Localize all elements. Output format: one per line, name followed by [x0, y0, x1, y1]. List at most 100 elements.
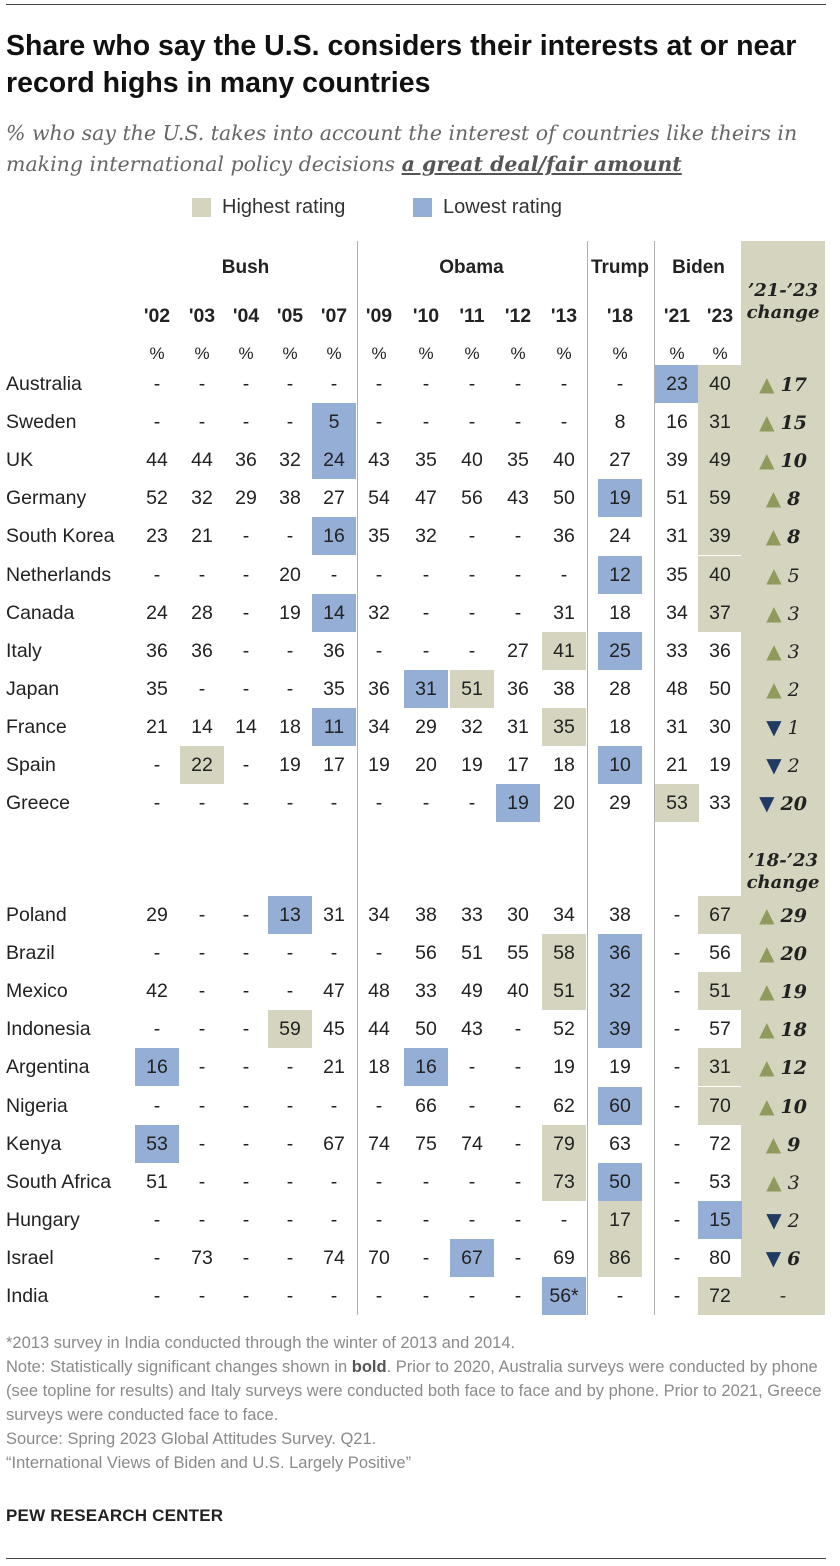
country-label: UK: [6, 449, 34, 472]
value-cell: -: [286, 411, 294, 434]
value-cell: 21: [666, 754, 688, 776]
value-cell: -: [330, 1094, 338, 1117]
value-cell: -: [468, 792, 476, 815]
value-cell: 18: [279, 715, 301, 738]
value-cell: -: [153, 754, 161, 776]
value-cell: -: [422, 792, 430, 815]
value-cell: -: [286, 1246, 294, 1269]
value-cell: -: [286, 677, 294, 700]
change-cell: ▲ 9: [741, 1125, 825, 1163]
value-cell: 38: [609, 904, 631, 926]
value-cell: 67: [698, 896, 742, 934]
value-cell: -: [468, 525, 476, 548]
value-cell: 19: [598, 479, 642, 518]
note-bold: bold: [351, 1358, 387, 1376]
value-cell: -: [422, 1208, 430, 1231]
value-cell: 36: [368, 677, 390, 700]
value-cell: -: [198, 373, 206, 395]
value-cell: -: [375, 1094, 383, 1117]
value-cell: -: [153, 563, 161, 586]
value-cell: -: [242, 639, 250, 662]
value-cell: 16: [135, 1048, 179, 1087]
value-cell: 31: [698, 403, 742, 442]
triangle-up-icon: ▲: [759, 979, 775, 1004]
value-cell: -: [468, 373, 476, 395]
value-cell: -: [198, 1094, 206, 1117]
value-cell: -: [673, 1132, 681, 1155]
value-cell: -: [153, 942, 161, 965]
value-cell: -: [153, 1285, 161, 1307]
year-header: '05: [276, 305, 304, 327]
value-cell: 30: [709, 715, 731, 738]
triangle-up-icon: ▲: [759, 1055, 775, 1080]
value-cell: -: [514, 373, 522, 395]
change-cell: ▼ 20: [741, 784, 825, 822]
value-cell: 18: [609, 601, 631, 624]
value-cell: -: [514, 1246, 522, 1269]
value-cell: -: [153, 1018, 161, 1041]
value-cell: 18: [553, 754, 575, 776]
value-cell: 56: [461, 487, 483, 510]
value-cell: -: [242, 754, 250, 776]
change-cell: ▼ 2: [741, 1201, 825, 1239]
value-cell: 56*: [542, 1277, 586, 1315]
value-cell: 35: [415, 449, 437, 472]
value-cell: 24: [146, 601, 168, 624]
value-cell: 34: [368, 904, 390, 926]
change-value: 8: [787, 488, 801, 511]
country-label: Israel: [6, 1246, 54, 1269]
triangle-up-icon: ▲: [759, 1093, 775, 1118]
value-cell: 31: [698, 1048, 742, 1087]
change-cell: ▲ 15: [741, 403, 825, 441]
value-cell: 35: [323, 677, 345, 700]
value-cell: 45: [323, 1018, 345, 1041]
change-value: 1: [787, 716, 800, 739]
value-cell: -: [242, 1018, 250, 1041]
value-cell: -: [242, 601, 250, 624]
value-cell: 21: [191, 525, 213, 548]
country-label: Netherlands: [6, 563, 112, 586]
value-cell: -: [242, 563, 250, 586]
value-cell: -: [560, 373, 568, 395]
value-cell: 18: [609, 715, 631, 738]
value-cell: -: [286, 980, 294, 1003]
value-cell: 40: [698, 365, 742, 403]
value-cell: -: [286, 1056, 294, 1079]
value-cell: -: [153, 373, 161, 395]
year-header: '02: [143, 305, 171, 327]
value-cell: -: [330, 373, 338, 395]
value-cell: 24: [609, 525, 631, 548]
value-cell: 40: [461, 449, 483, 472]
value-cell: -: [468, 1094, 476, 1117]
unit-label: %: [556, 344, 572, 363]
value-cell: 36: [709, 639, 731, 662]
country-label: Indonesia: [6, 1018, 91, 1041]
change-value: 20: [780, 793, 807, 816]
note: Note: Statistically significant changes …: [6, 1355, 832, 1427]
value-cell: -: [375, 411, 383, 434]
value-cell: -: [330, 1208, 338, 1231]
value-cell: -: [286, 1208, 294, 1231]
value-cell: 67: [450, 1238, 494, 1277]
value-cell: 53: [135, 1124, 179, 1163]
year-header: '07: [320, 305, 348, 327]
value-cell: 50: [553, 487, 575, 510]
value-cell: 39: [698, 517, 742, 556]
value-cell: 70: [698, 1086, 742, 1125]
value-cell: 42: [146, 980, 168, 1003]
value-cell: -: [330, 942, 338, 965]
country-label: Nigeria: [6, 1094, 68, 1117]
value-cell: -: [673, 904, 681, 926]
value-cell: -: [198, 1056, 206, 1079]
value-cell: -: [673, 1170, 681, 1193]
country-label: Poland: [6, 904, 67, 926]
year-header: '11: [459, 305, 485, 327]
change-header-line: change: [746, 302, 820, 323]
legend: Highest rating Lowest rating: [0, 194, 840, 222]
value-cell: -: [375, 942, 383, 965]
value-cell: -: [673, 1246, 681, 1269]
country-label: Greece: [6, 792, 70, 815]
footnote: *2013 survey in India conducted through …: [6, 1334, 516, 1352]
change-cell: -: [741, 1277, 825, 1315]
triangle-down-icon: ▼: [765, 1245, 782, 1270]
